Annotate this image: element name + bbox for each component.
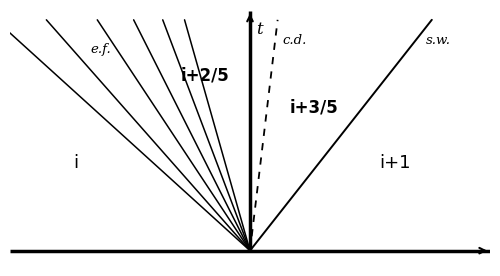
- Text: i: i: [73, 154, 78, 172]
- Text: t: t: [256, 20, 263, 38]
- Text: c.d.: c.d.: [282, 34, 306, 47]
- Text: s.w.: s.w.: [426, 34, 451, 47]
- Text: x: x: [476, 272, 486, 276]
- Text: i+2/5: i+2/5: [180, 66, 230, 84]
- Text: i+1: i+1: [380, 154, 411, 172]
- Text: i+3/5: i+3/5: [290, 99, 339, 116]
- Text: e.f.: e.f.: [90, 43, 112, 56]
